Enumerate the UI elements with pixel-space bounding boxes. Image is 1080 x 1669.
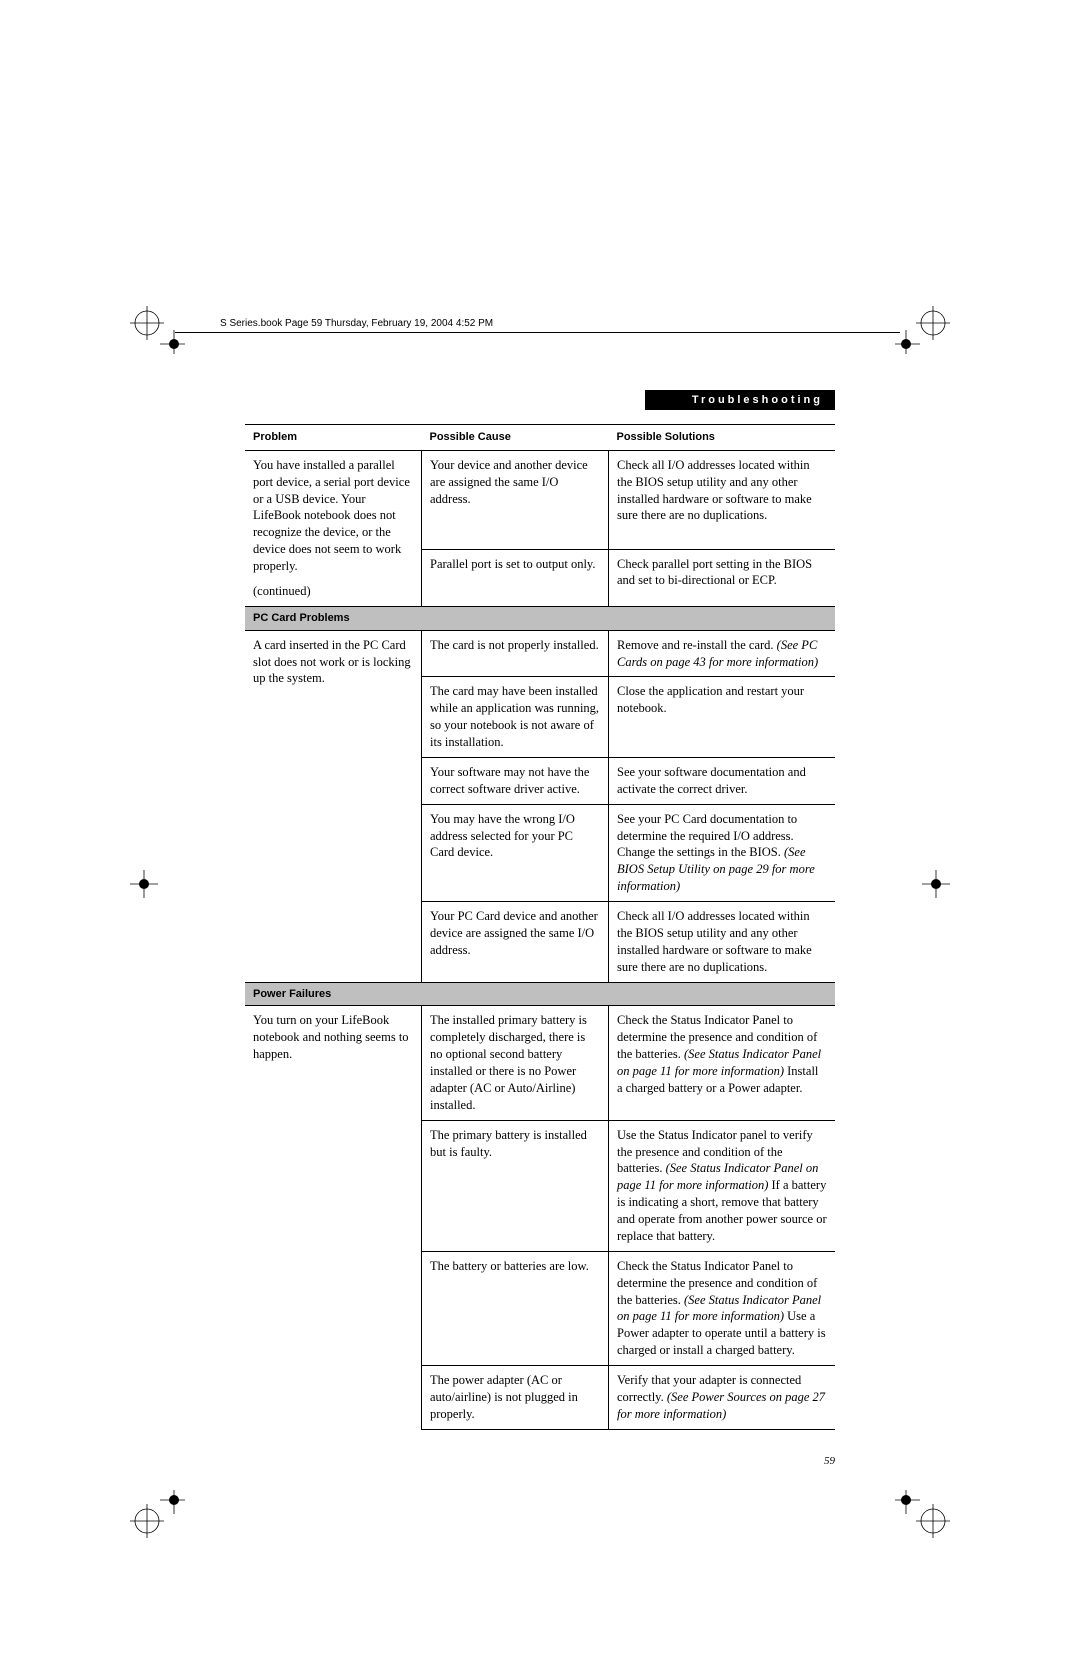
section-label: Troubleshooting (645, 390, 835, 410)
cell-solution: Check the Status Indicator Panel to dete… (609, 1006, 836, 1120)
cell-problem: A card inserted in the PC Card slot does… (245, 630, 422, 982)
table-row: A card inserted in the PC Card slot does… (245, 630, 835, 677)
cell-cause: The power adapter (AC or auto/airline) i… (422, 1366, 609, 1430)
text: Remove and re-install the card. (617, 638, 777, 652)
table-row: You have installed a parallel port devic… (245, 450, 835, 549)
section-heading: Power Failures (245, 982, 835, 1006)
table-row: You turn on your LifeBook notebook and n… (245, 1006, 835, 1120)
cell-problem: You turn on your LifeBook notebook and n… (245, 1006, 422, 1429)
continued-text: (continued) (253, 583, 413, 600)
cell-solution: Check parallel port setting in the BIOS … (609, 549, 836, 606)
col-solution: Possible Solutions (609, 425, 836, 451)
section-row: PC Card Problems (245, 606, 835, 630)
header-rule (175, 332, 900, 333)
cell-problem: You have installed a parallel port devic… (245, 450, 422, 606)
troubleshooting-table: Problem Possible Cause Possible Solution… (245, 424, 835, 1430)
crop-mark-icon (130, 870, 158, 898)
page-number: 59 (824, 1455, 835, 1467)
cell-solution: Check all I/O addresses located within t… (609, 902, 836, 983)
col-cause: Possible Cause (422, 425, 609, 451)
table-header-row: Problem Possible Cause Possible Solution… (245, 425, 835, 451)
cell-solution: Close the application and restart your n… (609, 677, 836, 758)
cell-cause: Your software may not have the correct s… (422, 757, 609, 804)
crop-mark-icon (895, 1490, 950, 1538)
crop-mark-icon (895, 306, 950, 354)
crop-mark-icon (922, 870, 950, 898)
cell-solution: Verify that your adapter is connected co… (609, 1366, 836, 1430)
cell-cause: Your PC Card device and another device a… (422, 902, 609, 983)
cell-cause: The battery or batteries are low. (422, 1251, 609, 1365)
text: See your PC Card documentation to determ… (617, 812, 797, 860)
cell-solution: Remove and re-install the card. (See PC … (609, 630, 836, 677)
crop-mark-icon (130, 306, 185, 354)
cell-solution: See your software documentation and acti… (609, 757, 836, 804)
cell-solution: Check the Status Indicator Panel to dete… (609, 1251, 836, 1365)
cell-cause: Your device and another device are assig… (422, 450, 609, 549)
cell-cause: The card may have been installed while a… (422, 677, 609, 758)
cell-solution: See your PC Card documentation to determ… (609, 804, 836, 901)
cell-solution: Check all I/O addresses located within t… (609, 450, 836, 549)
cell-cause: The card is not properly installed. (422, 630, 609, 677)
content-frame: Troubleshooting Problem Possible Cause P… (245, 390, 835, 1430)
cell-cause: You may have the wrong I/O address selec… (422, 804, 609, 901)
cell-cause: Parallel port is set to output only. (422, 549, 609, 606)
cell-cause: The installed primary battery is complet… (422, 1006, 609, 1120)
crop-mark-icon (130, 1490, 185, 1538)
text: You have installed a parallel port devic… (253, 458, 410, 573)
col-problem: Problem (245, 425, 422, 451)
section-heading: PC Card Problems (245, 606, 835, 630)
cell-solution: Use the Status Indicator panel to verify… (609, 1120, 836, 1251)
cell-cause: The primary battery is installed but is … (422, 1120, 609, 1251)
page-header: S Series.book Page 59 Thursday, February… (220, 318, 493, 329)
section-row: Power Failures (245, 982, 835, 1006)
